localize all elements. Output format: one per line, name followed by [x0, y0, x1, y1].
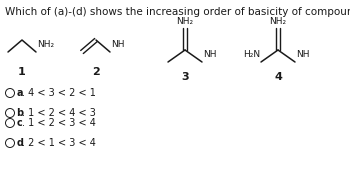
- Text: NH₂: NH₂: [176, 17, 194, 26]
- Text: d: d: [16, 138, 23, 148]
- Text: NH₂: NH₂: [270, 17, 287, 26]
- Text: NH: NH: [203, 50, 217, 59]
- Text: NH: NH: [111, 40, 125, 49]
- Text: a: a: [16, 88, 23, 98]
- Text: . 1 < 2 < 4 < 3: . 1 < 2 < 4 < 3: [22, 108, 96, 118]
- Text: . 4 < 3 < 2 < 1: . 4 < 3 < 2 < 1: [22, 88, 96, 98]
- Text: . 2 < 1 < 3 < 4: . 2 < 1 < 3 < 4: [22, 138, 96, 148]
- Text: NH: NH: [296, 50, 309, 59]
- Text: Which of (a)-(d) shows the increasing order of basicity of compounds 1-4?: Which of (a)-(d) shows the increasing or…: [5, 7, 350, 17]
- Text: c: c: [16, 118, 22, 128]
- Text: NH₂: NH₂: [37, 40, 54, 49]
- Text: 4: 4: [274, 72, 282, 82]
- Text: 2: 2: [92, 67, 100, 77]
- Text: 3: 3: [181, 72, 189, 82]
- Text: . 1 < 2 < 3 < 4: . 1 < 2 < 3 < 4: [22, 118, 96, 128]
- Text: b: b: [16, 108, 24, 118]
- Text: H₂N: H₂N: [243, 50, 260, 59]
- Text: 1: 1: [18, 67, 26, 77]
